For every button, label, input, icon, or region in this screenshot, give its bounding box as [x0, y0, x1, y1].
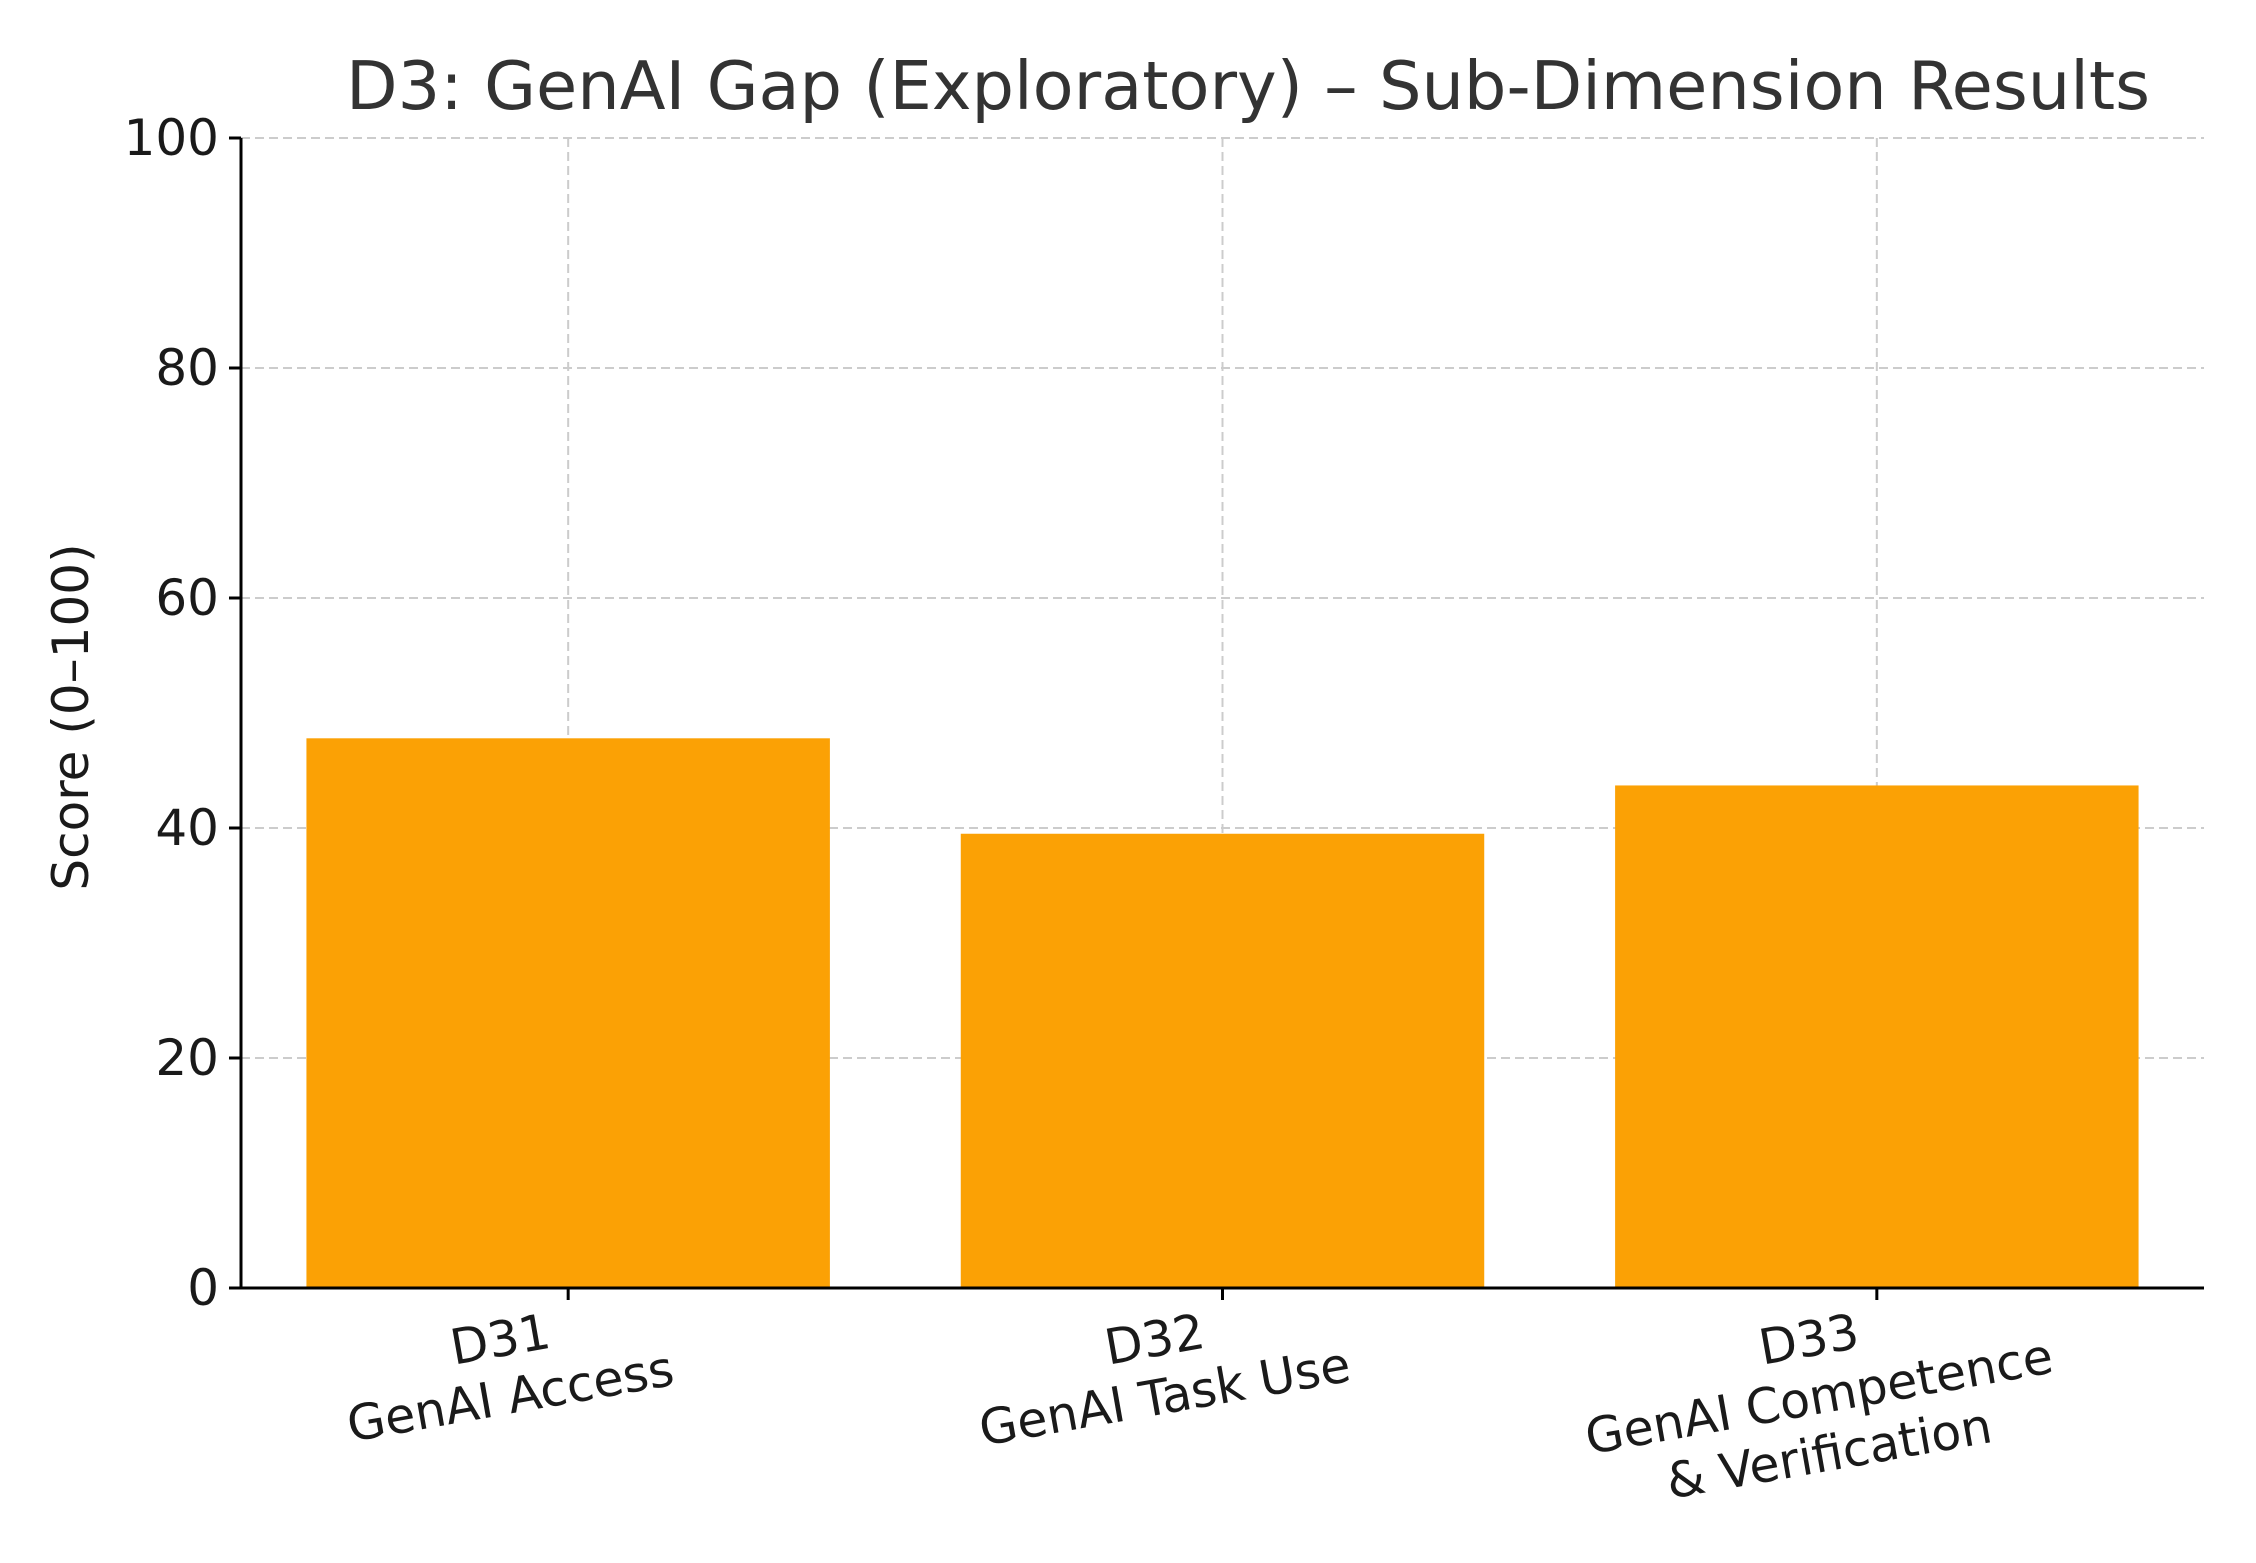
y-tick-label: 40 [155, 799, 219, 857]
bars [306, 738, 2139, 1288]
y-tick-label: 20 [155, 1029, 219, 1087]
x-tick-label: D32GenAI Task Use [965, 1279, 1355, 1457]
y-tick-label: 80 [155, 339, 219, 397]
bar [960, 833, 1485, 1288]
y-tick-label: 0 [187, 1259, 219, 1317]
x-axis-ticks: D31GenAI Access D32GenAI Task Use D33GenAI… [333, 1271, 2067, 1524]
y-axis-ticks: 0 20 40 60 80 100 [124, 109, 241, 1317]
y-axis-label: Score (0–100) [42, 543, 100, 890]
x-tick-label: D31GenAI Access [333, 1283, 678, 1454]
chart-title: D3: GenAI Gap (Exploratory) – Sub-Dimens… [346, 47, 2150, 125]
bar [306, 738, 830, 1288]
y-tick-label: 60 [155, 569, 219, 627]
y-tick-label: 100 [124, 109, 219, 167]
bar [1615, 785, 2139, 1288]
x-tick-label: D33GenAI Competence& Verification [1571, 1271, 2067, 1524]
